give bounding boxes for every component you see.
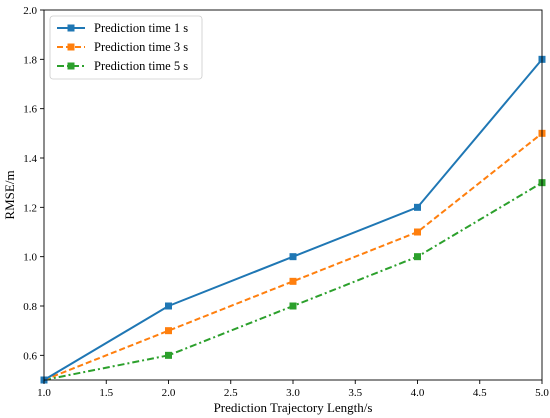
- x-tick-label: 1.5: [99, 387, 113, 399]
- y-tick-label: 1.4: [23, 153, 37, 165]
- legend-label: Prediction time 3 s: [94, 40, 188, 54]
- legend-items: Prediction time 1 s Prediction time 3 s Pr…: [57, 21, 188, 73]
- series-line: [43, 132, 543, 381]
- x-axis-ticks: 1.0 1.5 2.0 2.5 3.0 3.5 4.0 4.5 5.0: [37, 380, 549, 399]
- data-point-marker: [414, 253, 421, 261]
- y-axis-ticks: 0.6 0.8 1.0 1.2 1.4 1.6 1.8 2.0: [23, 5, 44, 362]
- legend-marker: [67, 24, 75, 32]
- data-point-marker: [165, 327, 172, 335]
- y-tick-label: 2.0: [23, 5, 37, 17]
- data-point-marker: [289, 253, 297, 261]
- legend-entry: Prediction time 1 s: [57, 21, 188, 35]
- data-point-marker: [289, 277, 297, 285]
- y-tick-label: 1.0: [23, 252, 37, 264]
- x-tick-label: 2.5: [224, 387, 238, 399]
- data-point-marker: [414, 228, 421, 236]
- legend-entry: Prediction time 3 s: [57, 40, 188, 54]
- legend-marker: [67, 43, 75, 51]
- legend-entry: Prediction time 5 s: [57, 59, 188, 73]
- data-point-marker: [414, 203, 421, 211]
- y-tick-label: 1.8: [23, 54, 37, 66]
- legend: Prediction time 1 s Prediction time 3 s Pr…: [49, 15, 203, 80]
- x-tick-label: 1.0: [37, 387, 51, 399]
- legend-box: [49, 15, 203, 80]
- x-axis-label: Prediction Trajectory Length/s: [214, 400, 373, 415]
- x-tick-label: 3.0: [286, 387, 300, 399]
- data-point-marker: [289, 302, 297, 310]
- data-point-marker: [165, 351, 172, 359]
- y-axis-label: RMSE/m: [2, 170, 17, 219]
- y-tick-label: 1.6: [23, 104, 37, 116]
- plot-frame: [43, 9, 543, 381]
- data-point-marker: [165, 302, 172, 310]
- x-tick-label: 3.5: [348, 387, 362, 399]
- y-tick-label: 0.8: [23, 301, 37, 313]
- x-tick-label: 4.0: [411, 387, 425, 399]
- x-tick-label: 4.5: [473, 387, 487, 399]
- x-tick-label: 2.0: [162, 387, 176, 399]
- x-tick-label: 5.0: [535, 387, 549, 399]
- legend-marker: [67, 62, 75, 70]
- y-tick-label: 0.6: [23, 350, 37, 362]
- legend-label: Prediction time 5 s: [94, 59, 188, 73]
- y-tick-label: 1.2: [23, 202, 37, 214]
- legend-label: Prediction time 1 s: [94, 21, 188, 35]
